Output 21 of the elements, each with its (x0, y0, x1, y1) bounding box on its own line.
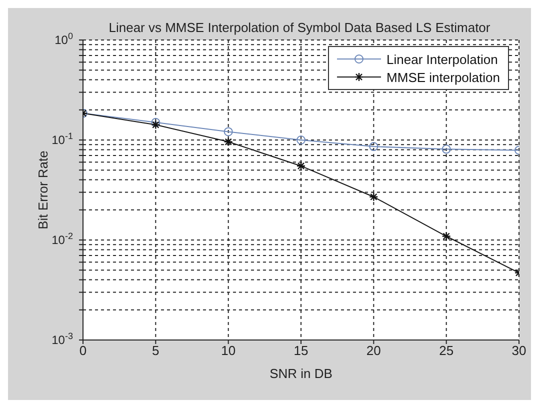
point (296, 136, 306, 144)
point (442, 144, 451, 154)
x-tick-label: 20 (366, 343, 381, 358)
y-tick-label: 10$^{0}$ (54, 31, 73, 47)
point (151, 118, 160, 127)
point (224, 127, 233, 136)
x-tick-label: 10 (221, 343, 236, 358)
x-axis-title: SNR in DB (270, 366, 332, 381)
chart-title: Linear vs MMSE Interpolation of Symbol Data Based LS Estimator (108, 20, 490, 35)
y-tick-label: 10$^{-3}$ (52, 331, 73, 347)
y-tick-label: 10$^{-2}$ (52, 231, 73, 247)
x-tick-label: 25 (439, 343, 454, 358)
y-tick-label: 10$^{-1}$ (52, 131, 73, 147)
x-tick-label: 30 (512, 343, 526, 358)
x-tick-label: 0 (79, 343, 87, 358)
point (369, 142, 378, 152)
x-tick-label: 5 (152, 343, 160, 358)
legend-label: MMSE interpolation (386, 70, 500, 84)
y-axis-title: Bit Error Rate (36, 150, 51, 230)
legend-label: Linear Interpolation (386, 52, 498, 66)
x-tick-label: 15 (294, 343, 308, 358)
